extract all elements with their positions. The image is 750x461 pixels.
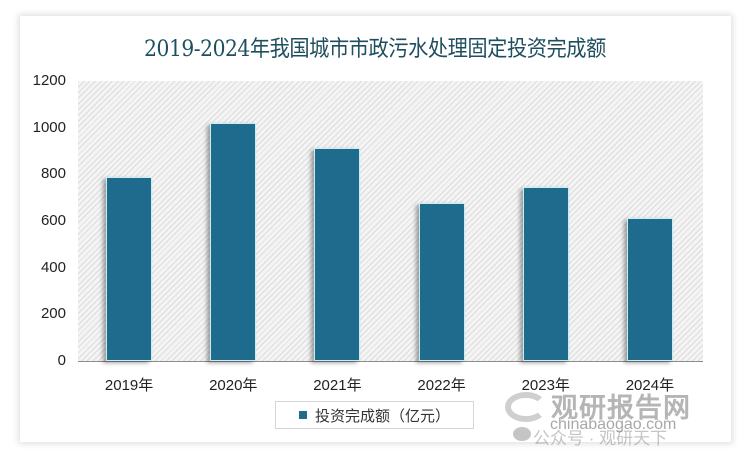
x-tick-label: 2022年 [417, 377, 466, 394]
x-tick-label: 2023年 [521, 377, 570, 394]
y-tick-label: 200 [40, 305, 66, 323]
bar-2020年 [210, 123, 257, 361]
y-tick-label: 400 [40, 258, 66, 276]
bar-2024年 [626, 217, 673, 361]
x-tick-label: 2019年 [104, 377, 154, 394]
x-tick-label: 2024年 [625, 377, 675, 394]
legend-swatch-icon [298, 411, 307, 419]
x-tick-label: 2021年 [313, 377, 362, 394]
bar-2019年 [106, 176, 153, 361]
chart-title: 2019-2024年我国城市市政污水处理固定投资完成额 [144, 37, 606, 62]
y-tick-label: 800 [40, 165, 66, 183]
legend: 投资完成额（亿元） [275, 401, 474, 429]
y-tick-label: 600 [40, 212, 66, 229]
bar-2023年 [522, 186, 569, 361]
x-axis-line [78, 361, 703, 362]
bar-2021年 [314, 147, 361, 361]
legend-label: 投资完成额（亿元） [314, 407, 450, 425]
x-tick-label: 2020年 [209, 377, 258, 394]
bar-2022年 [418, 203, 465, 361]
y-tick-label: 0 [57, 352, 66, 369]
y-tick-label: 1200 [32, 72, 66, 89]
plot-area [78, 81, 703, 361]
y-tick-label: 1000 [32, 118, 66, 136]
